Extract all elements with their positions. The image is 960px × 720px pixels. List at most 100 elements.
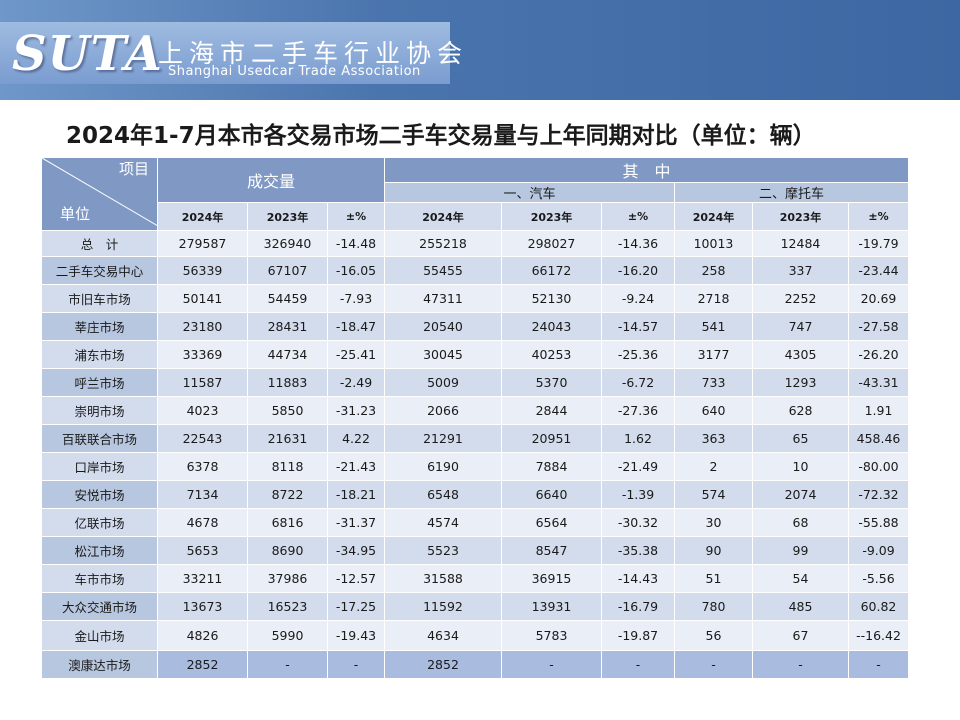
table-cell: -27.58 [848, 312, 909, 341]
table-cell: 16523 [247, 592, 328, 621]
table-cell: 5523 [384, 536, 502, 565]
table-cell: -43.31 [848, 368, 909, 397]
logo-box [0, 22, 450, 84]
table-row: 浦东市场 33369 44734 -25.41 30045 40253 -25.36 3177… [41, 340, 909, 369]
subgroup-header-moto: 二、摩托车 [674, 182, 909, 203]
table-cell: 4305 [752, 340, 849, 369]
table-cell: -16.05 [327, 256, 385, 285]
table-cell: 10 [752, 452, 849, 481]
table-row: 百联联合市场 22543 21631 4.22 21291 20951 1.62 363 65 4… [41, 424, 909, 453]
table-cell: 7884 [501, 452, 602, 481]
column-header: 2023年 [752, 202, 849, 231]
table-cell: -25.41 [327, 340, 385, 369]
table-cell: 255218 [384, 230, 502, 257]
table-cell: 4.22 [327, 424, 385, 453]
table-cell: 4826 [157, 620, 248, 651]
table-cell: 1293 [752, 368, 849, 397]
table-row: 澳康达市场 2852- -2852- - - - - [41, 650, 909, 679]
table-cell: 66172 [501, 256, 602, 285]
table-cell: 40253 [501, 340, 602, 369]
table-cell: 458.46 [848, 424, 909, 453]
table-cell: 279587 [157, 230, 248, 257]
row-label: 口岸市场 [41, 452, 158, 481]
table-cell: -18.21 [327, 480, 385, 509]
table-cell: 3177 [674, 340, 753, 369]
table-row: 市旧车市场 50141 54459 -7.93 47311 52130 -9.24 2718 2… [41, 284, 909, 313]
table-cell: -7.93 [327, 284, 385, 313]
table-cell: 13931 [501, 592, 602, 621]
table-cell: -23.44 [848, 256, 909, 285]
column-header: 2024年 [384, 202, 502, 231]
table-cell: 10013 [674, 230, 753, 257]
table-cell: 747 [752, 312, 849, 341]
table-cell: 21631 [247, 424, 328, 453]
table-cell: -9.24 [601, 284, 675, 313]
data-table: 项目 单位 成交量 其 中 一、汽车 二、摩托车 2024年 2023年 ±% 202… [41, 157, 909, 679]
table-cell: 326940 [247, 230, 328, 257]
table-cell: --16.42 [848, 620, 909, 651]
row-label: 车市市场 [41, 564, 158, 593]
table-cell: -26.20 [848, 340, 909, 369]
table-cell: -72.32 [848, 480, 909, 509]
table-cell: 6564 [501, 508, 602, 537]
column-header: 2023年 [247, 202, 328, 231]
table-cell: 23180 [157, 312, 248, 341]
table-cell: 67107 [247, 256, 328, 285]
table-cell: 20951 [501, 424, 602, 453]
table-cell: 2252 [752, 284, 849, 313]
row-label: 市旧车市场 [41, 284, 158, 313]
table-cell: -27.36 [601, 396, 675, 425]
table-cell: -16.20 [601, 256, 675, 285]
table-cell: 56 [674, 620, 753, 651]
header-banner: SUTA 上海市二手车行业协会 Shanghai Usedcar Trade A… [0, 0, 960, 100]
table-cell: 4678 [157, 508, 248, 537]
table-cell: -12.57 [327, 564, 385, 593]
table-cell: 2074 [752, 480, 849, 509]
table-cell: 5990 [247, 620, 328, 651]
row-label: 百联联合市场 [41, 424, 158, 453]
table-cell: 1.62 [601, 424, 675, 453]
table-cell: -9.09 [848, 536, 909, 565]
table-cell: -35.38 [601, 536, 675, 565]
table-cell: 2 [674, 452, 753, 481]
logo: SUTA [12, 26, 163, 82]
table-row: 莘庄市场 23180 28431 -18.47 20540 24043 -14.57 541 7… [41, 312, 909, 341]
table-cell: 7134 [157, 480, 248, 509]
corner-label-unit: 单位 [60, 205, 91, 223]
column-header: ±% [848, 202, 909, 231]
table-cell: 54 [752, 564, 849, 593]
table-cell: 6190 [384, 452, 502, 481]
table-row: 大众交通市场 13673 16523 -17.25 11592 13931 -16.79 78… [41, 592, 909, 621]
table-cell: 6640 [501, 480, 602, 509]
table-body: 总 计 279587 326940 -14.48 255218 298027 -14.36 1… [41, 230, 909, 679]
table-cell: 2066 [384, 396, 502, 425]
table-cell: 2844 [501, 396, 602, 425]
table-row: 车市市场 33211 37986 -12.57 31588 36915 -14.43 51 54… [41, 564, 909, 593]
corner-diagonal [42, 158, 157, 226]
table-cell: -6.72 [601, 368, 675, 397]
table-cell: 2852 [157, 650, 248, 679]
table-cell: 37986 [247, 564, 328, 593]
table-cell: 22543 [157, 424, 248, 453]
group-header-total: 成交量 [157, 157, 385, 203]
table-cell: 11592 [384, 592, 502, 621]
table-cell: 2852 [384, 650, 502, 679]
table-cell: 4023 [157, 396, 248, 425]
table-cell: 780 [674, 592, 753, 621]
table-cell: 11587 [157, 368, 248, 397]
table-cell: 54459 [247, 284, 328, 313]
table-cell: -19.87 [601, 620, 675, 651]
table-cell: 8722 [247, 480, 328, 509]
table-cell: 44734 [247, 340, 328, 369]
table-cell: -2.49 [327, 368, 385, 397]
table-cell: -19.43 [327, 620, 385, 651]
row-label: 莘庄市场 [41, 312, 158, 341]
row-label: 浦东市场 [41, 340, 158, 369]
table-row: 松江市场 5653 8690 -34.95 5523 8547 -35.38 90 99 -9.0… [41, 536, 909, 565]
table-cell: 2718 [674, 284, 753, 313]
table-cell: -31.37 [327, 508, 385, 537]
table-cell: 363 [674, 424, 753, 453]
table-cell: 5653 [157, 536, 248, 565]
table-row: 崇明市场 4023 5850 -31.23 2066 2844 -27.36 640 628 1.… [41, 396, 909, 425]
table-cell: 24043 [501, 312, 602, 341]
